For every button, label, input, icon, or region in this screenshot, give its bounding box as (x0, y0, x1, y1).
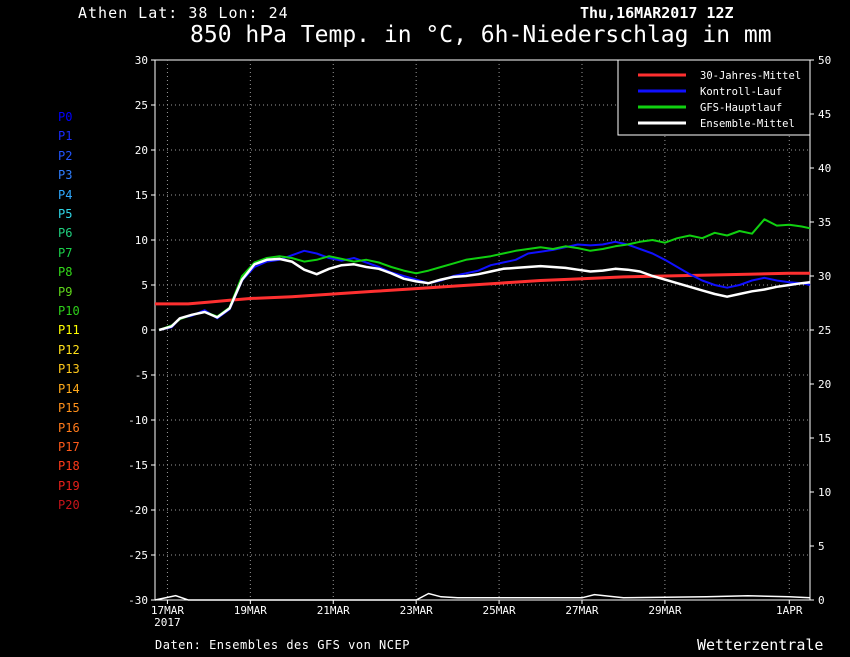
member-label-p14: P14 (58, 381, 80, 396)
member-label-p13: P13 (58, 362, 80, 377)
location-label: Athen Lat: 38 Lon: 24 (78, 4, 289, 22)
x-tick-label: 27MAR (565, 604, 598, 617)
member-label-p8: P8 (58, 265, 73, 280)
member-label-p2: P2 (58, 148, 73, 163)
y-right-tick-label: 5 (818, 540, 825, 553)
y-left-tick-label: 20 (135, 144, 148, 157)
y-right-tick-label: 35 (818, 216, 831, 229)
member-label-p7: P7 (58, 245, 73, 260)
y-right-tick-label: 20 (818, 378, 831, 391)
legend-entry-label: Kontroll-Lauf (700, 86, 782, 98)
precip-mean-line (154, 592, 811, 601)
y-right-tick-label: 15 (818, 432, 831, 445)
series-30-jahres-mittel (155, 271, 810, 306)
x-tick-label: 19MAR (234, 604, 267, 617)
series-kontroll-lauf (158, 240, 811, 331)
member-label-p6: P6 (58, 226, 73, 241)
y-left-tick-label: 30 (135, 54, 148, 67)
y-left-tick-label: 25 (135, 99, 148, 112)
y-left-tick-label: -25 (128, 549, 148, 562)
member-label-p4: P4 (58, 187, 73, 202)
ensemble-member-list: P0 P1 P2 P3 P4 P5 P6 P7 P8 P9 P10 P11 P12 P13 P14 P15 P1… (58, 108, 80, 516)
run-time-label: Thu,16MAR2017 12Z (580, 4, 734, 22)
legend-entry-label: GFS-Hauptlauf (700, 102, 782, 114)
x-tick-label: 21MAR (317, 604, 350, 617)
y-left-tick-label: 15 (135, 189, 148, 202)
member-label-p15: P15 (58, 401, 80, 416)
member-label-p18: P18 (58, 459, 80, 474)
y-left-tick-label: -30 (128, 594, 148, 607)
legend-entry-label: Ensemble-Mittel (700, 118, 795, 130)
member-label-p17: P17 (58, 439, 80, 454)
member-label-p1: P1 (58, 129, 73, 144)
y-right-tick-label: 10 (818, 486, 831, 499)
x-tick-label: 29MAR (648, 604, 681, 617)
member-label-p0: P0 (58, 110, 73, 124)
y-left-tick-label: -10 (128, 414, 148, 427)
x-tick-label: 23MAR (400, 604, 433, 617)
member-label-p12: P12 (58, 342, 80, 357)
y-right-tick-label: 0 (818, 594, 825, 607)
member-label-p19: P19 (58, 478, 80, 493)
member-label-p5: P5 (58, 207, 73, 222)
y-right-tick-label: 30 (818, 270, 831, 283)
legend-entry-label: 30-Jahres-Mittel (700, 70, 801, 82)
data-source-label: Daten: Ensembles des GFS von NCEP (155, 638, 410, 652)
chart-title: 850 hPa Temp. in °C, 6h-Niederschlag in … (190, 22, 772, 48)
y-right-tick-label: 25 (818, 324, 831, 337)
x-tick-sublabel: 2017 (154, 616, 181, 629)
member-label-p11: P11 (58, 323, 80, 338)
y-left-tick-label: -20 (128, 504, 148, 517)
y-right-tick-label: 45 (818, 108, 831, 121)
member-label-p3: P3 (58, 168, 73, 183)
y-left-tick-label: 0 (141, 324, 148, 337)
series-ensemble-mittel (158, 257, 811, 332)
y-right-tick-label: 50 (818, 54, 831, 67)
y-left-tick-label: 10 (135, 234, 148, 247)
y-left-tick-label: -15 (128, 459, 148, 472)
x-tick-label: 1APR (776, 604, 803, 617)
member-label-p10: P10 (58, 304, 80, 319)
member-label-p9: P9 (58, 284, 73, 299)
member-label-p20: P20 (58, 498, 80, 513)
member-label-p16: P16 (58, 420, 80, 435)
x-tick-label: 25MAR (483, 604, 516, 617)
x-tick-label: 17MAR (151, 604, 184, 617)
brand-label: Wetterzentrale (697, 636, 824, 654)
y-left-tick-label: 5 (141, 279, 148, 292)
y-right-tick-label: 40 (818, 162, 831, 175)
series-gfs-hauptlauf (158, 218, 811, 331)
y-left-tick-label: -5 (135, 369, 148, 382)
